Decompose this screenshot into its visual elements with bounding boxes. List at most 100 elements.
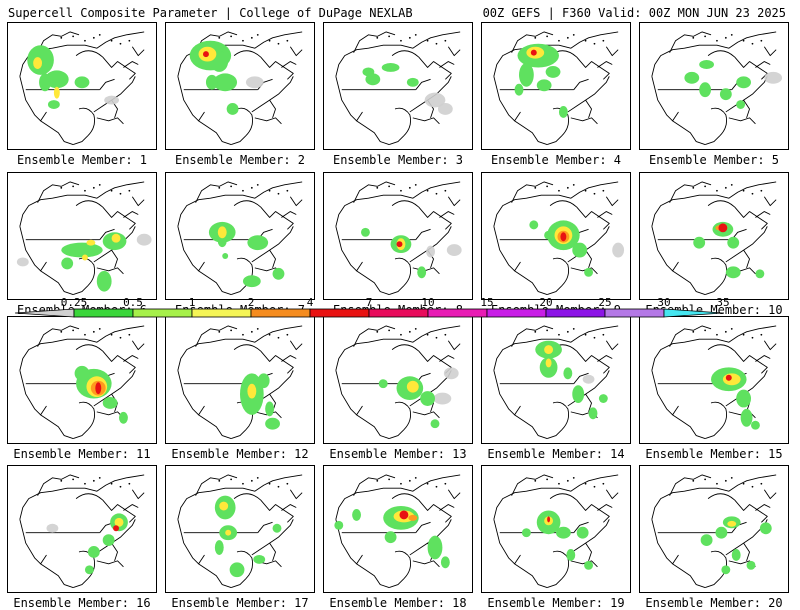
scp-contour-g	[572, 242, 588, 258]
color-scale-bar: 0.25 0.5 1 2 4 7 10 15 20 25 30 35	[14, 297, 730, 318]
color-scale-segment	[191, 308, 252, 318]
member-label: Ensemble Member: 15	[645, 447, 783, 461]
scp-contour-g	[736, 389, 751, 408]
scp-contour-g	[61, 242, 103, 258]
color-scale-segment	[73, 308, 134, 318]
scp-contour-g	[440, 556, 450, 569]
basemap-outline	[177, 31, 303, 145]
map-panel-member-3	[323, 22, 473, 150]
scp-contour-y	[544, 345, 554, 355]
scp-contour-g	[352, 508, 361, 521]
scp-contour-l	[16, 257, 29, 267]
scp-contour-r	[95, 382, 102, 395]
scp-contour-g	[102, 397, 118, 409]
ensemble-map	[651, 31, 783, 145]
color-scale-segment	[545, 308, 606, 318]
scp-contour-g	[247, 235, 269, 251]
scp-contour-g	[84, 565, 94, 575]
scp-contour-g	[361, 227, 370, 237]
scp-contour-g	[746, 560, 756, 570]
scp-contour-g	[545, 65, 561, 78]
scp-contour-g	[751, 420, 760, 430]
scp-contour-g	[740, 408, 753, 427]
ensemble-map	[335, 181, 462, 295]
scp-contour-g	[684, 71, 700, 84]
member-label: Ensemble Member: 4	[490, 153, 622, 167]
ensemble-map	[493, 325, 619, 439]
scp-contour-g	[725, 266, 741, 279]
scp-contour-y	[247, 383, 257, 399]
member-label: Ensemble Member: 16	[13, 596, 151, 610]
scp-contour-g	[736, 100, 746, 109]
map-panel-member-1	[7, 22, 157, 150]
color-scale-tick-label: 0.25	[61, 297, 88, 309]
basemap-outline	[335, 325, 461, 439]
scp-contour-g	[699, 82, 712, 98]
ensemble-map	[19, 31, 145, 145]
color-scale-segment	[368, 308, 429, 318]
basemap-outline	[335, 31, 461, 145]
ensemble-map	[493, 181, 625, 295]
map-panel-member-9	[481, 172, 631, 300]
scp-contour-g	[265, 417, 280, 430]
color-scale-tick-label: 25	[598, 297, 611, 309]
scp-contour-r	[560, 232, 567, 242]
basemap-outline	[651, 181, 777, 295]
color-scale-segment	[486, 308, 547, 318]
scp-contour-y	[111, 233, 121, 243]
scp-contour-g	[74, 76, 90, 89]
color-scale-segment	[250, 308, 311, 318]
color-scale-segment	[132, 308, 193, 318]
color-scale-segment	[309, 308, 370, 318]
scp-contour-g	[563, 367, 573, 380]
scp-contour-g	[119, 411, 128, 424]
scp-contour-y	[114, 517, 124, 527]
map-panel-member-8	[323, 172, 473, 300]
scp-contour-l	[245, 76, 264, 89]
map-panel-member-6	[7, 172, 157, 300]
scp-contour-l	[437, 103, 453, 115]
scp-contour-g	[700, 534, 713, 547]
ensemble-map	[177, 31, 303, 145]
member-label: Ensemble Member: 5	[648, 153, 780, 167]
scp-contour-y	[219, 501, 229, 511]
member-label: Ensemble Member: 11	[13, 447, 151, 461]
color-scale-segment	[14, 308, 75, 318]
ensemble-map	[19, 474, 145, 588]
scp-contour-y	[217, 226, 227, 239]
member-label: Ensemble Member: 2	[174, 153, 306, 167]
scp-contour-l	[433, 392, 452, 405]
scp-contour-g	[205, 74, 218, 90]
color-scale-tick-label: 2	[248, 297, 255, 309]
scp-contour-g	[588, 407, 598, 420]
scp-contour-y	[225, 529, 232, 536]
member-label: Ensemble Member: 19	[487, 596, 625, 610]
color-scale-segment	[427, 308, 488, 318]
scp-contour-g	[544, 230, 554, 240]
ensemble-map	[651, 181, 777, 295]
map-panel-member-2	[165, 22, 315, 150]
scp-contour-l	[582, 374, 595, 384]
scp-contour-r	[113, 525, 119, 532]
basemap-outline	[335, 474, 461, 588]
map-panel-member-11	[7, 316, 157, 444]
map-panel-member-12	[165, 316, 315, 444]
scp-contour-r	[399, 510, 409, 520]
scp-contour-g	[755, 269, 765, 279]
color-scale-tick-label: 10	[421, 297, 434, 309]
scp-contour-r	[530, 49, 537, 56]
scp-contour-y	[545, 358, 552, 368]
ensemble-map	[334, 474, 461, 588]
scp-contour-g	[272, 523, 282, 533]
basemap-outline	[651, 31, 777, 145]
scp-contour-g	[217, 235, 227, 248]
member-label: Ensemble Member: 1	[16, 153, 148, 167]
basemap-outline	[335, 181, 461, 295]
scp-contour-r	[718, 223, 728, 233]
ensemble-map	[651, 325, 777, 439]
scp-contour-g	[731, 549, 741, 561]
basemap-outline	[19, 474, 145, 588]
scp-contour-l	[612, 242, 625, 258]
member-label: Ensemble Member: 12	[171, 447, 309, 461]
member-label: Ensemble Member: 3	[332, 153, 464, 167]
